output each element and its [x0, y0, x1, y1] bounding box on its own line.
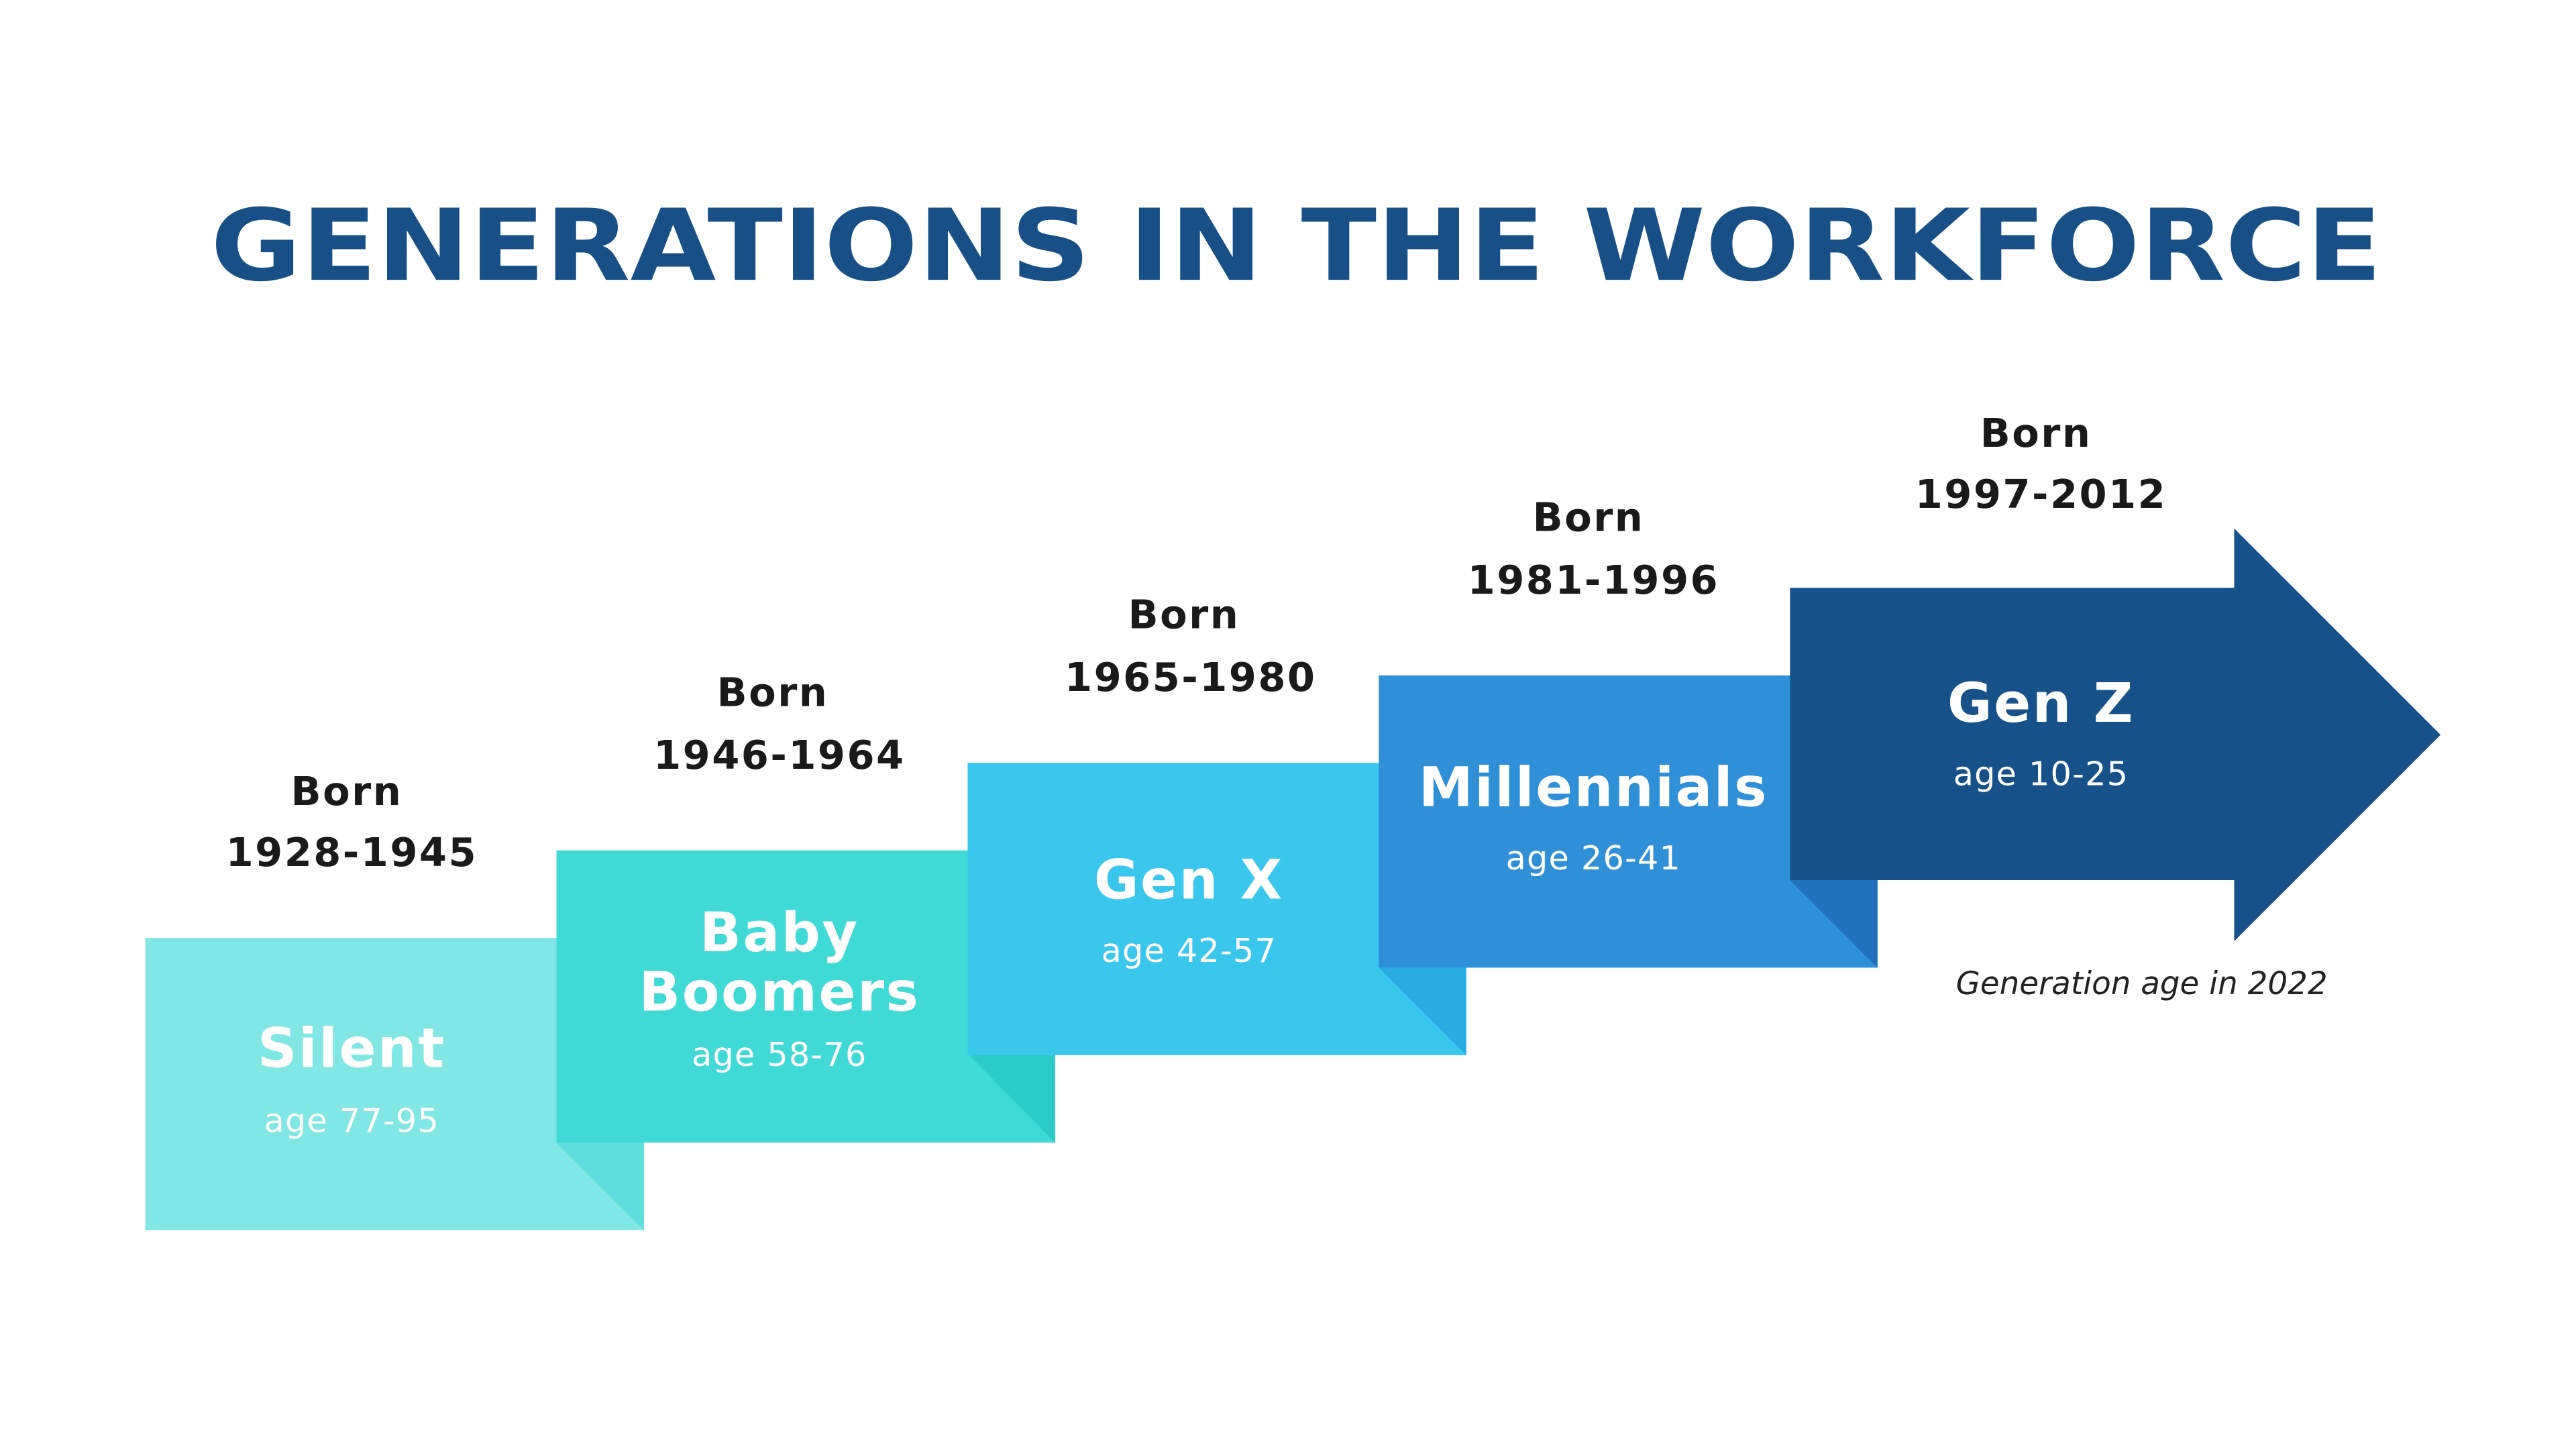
- generation-age: age 58-76: [692, 1035, 867, 1074]
- generation-age: age 42-57: [1102, 931, 1277, 970]
- born-years: 1981-1996: [1468, 557, 1719, 603]
- generation-name: Millennials: [1419, 757, 1768, 820]
- born-label: Born: [1980, 410, 2092, 456]
- generation-age: age 26-41: [1506, 839, 1681, 877]
- born-years: 1997-2012: [1915, 471, 2167, 517]
- born-label: Born: [291, 768, 403, 814]
- step-fold: [969, 1055, 1055, 1143]
- generation-age: age 10-25: [1953, 754, 2129, 793]
- generation-name: Gen X: [1094, 849, 1284, 912]
- generation-name: Silent: [258, 1017, 446, 1080]
- generation-name: Baby: [700, 902, 859, 965]
- footnote: Generation age in 2022: [1956, 966, 2328, 1002]
- born-label: Born: [1128, 592, 1240, 638]
- born-years: 1946-1964: [653, 732, 905, 778]
- title: GENERATIONS IN THE WORKFORCE: [211, 188, 2382, 303]
- generation-name: Gen Z: [1947, 672, 2135, 735]
- generation-age: age 77-95: [264, 1101, 439, 1140]
- generation-name: Boomers: [639, 961, 920, 1024]
- steps: [145, 528, 2441, 1230]
- step-genz-arrow: [1790, 528, 2441, 942]
- born-years: 1928-1945: [226, 829, 478, 875]
- born-label: Born: [717, 669, 829, 715]
- step-fold: [1790, 880, 1878, 968]
- born-years: 1965-1980: [1065, 654, 1316, 700]
- born-label: Born: [1533, 494, 1645, 540]
